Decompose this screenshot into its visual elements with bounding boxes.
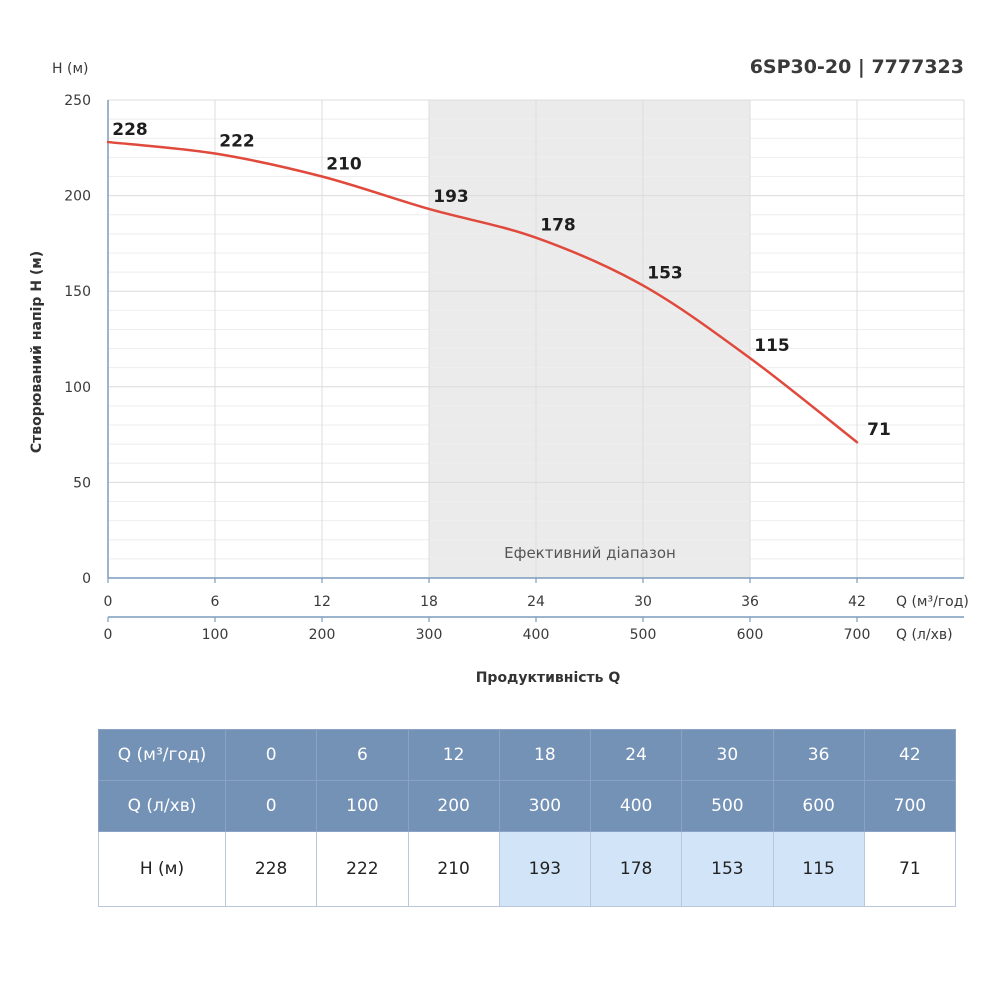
efficient-range-band (429, 100, 750, 578)
series-layer (106, 140, 859, 444)
data-label: 193 (433, 187, 469, 207)
table-row-label: H (м) (98, 831, 226, 907)
table-row: H (м) 228 222 210 193 178 153 115 71 (98, 831, 957, 907)
table-cell: 228 (224, 831, 318, 907)
x-tick-label: 6 (211, 594, 220, 610)
data-label: 153 (647, 263, 683, 283)
x-unit-primary: Q (м³/год) (896, 594, 969, 610)
table-row-label: Q (м³/год) (98, 729, 226, 781)
y-tick-label: 0 (82, 571, 91, 587)
table-cell: 6 (316, 729, 409, 781)
table-cell: 42 (863, 729, 957, 781)
data-label: 115 (754, 336, 790, 356)
x-tick-label: 30 (634, 594, 652, 610)
data-label: 71 (867, 420, 891, 440)
data-labels-layer: 228 222 210 193 178 153 115 71 (112, 120, 891, 440)
table-cell: 600 (772, 780, 865, 832)
performance-table: Q (м³/год) 0 6 12 18 24 30 36 42 Q (л/хв) 0 100 200 3… (98, 729, 957, 907)
efficient-range-layer (429, 100, 750, 578)
x-tick-label: 42 (848, 594, 866, 610)
table-cell: 36 (772, 729, 865, 781)
efficient-range-label: Ефективний діапазон (504, 544, 676, 562)
x2-tick-label: 500 (630, 627, 657, 643)
x-tick-label: 12 (313, 594, 331, 610)
x2-tick-label: 300 (416, 627, 443, 643)
data-label: 228 (112, 120, 148, 140)
x2-tick-label: 600 (737, 627, 764, 643)
grid-layer (107, 99, 965, 579)
table-cell: 400 (589, 780, 683, 832)
y-tick-label: 200 (64, 189, 91, 205)
y-tick-label: 250 (64, 93, 91, 109)
x-tick-label: 0 (104, 594, 113, 610)
table-row-label: Q (л/хв) (98, 780, 226, 832)
series-line (106, 140, 859, 444)
table-cell: 12 (407, 729, 500, 781)
data-label: 178 (540, 216, 576, 236)
table-cell: 500 (681, 780, 774, 832)
y-axis-title: Створюваний напір H (м) (29, 251, 45, 453)
x2-tick-label: 200 (309, 627, 336, 643)
x-tick-label: 18 (420, 594, 438, 610)
x2-tick-label: 700 (844, 627, 871, 643)
table-cell: 24 (589, 729, 683, 781)
table-cell: 178 (589, 831, 683, 907)
table-cell: 0 (224, 729, 318, 781)
pump-curve-chart: 0501001502002500061001220018300244003050… (29, 56, 969, 686)
table-cell: 222 (316, 831, 409, 907)
y-unit-label: H (м) (52, 61, 88, 77)
data-label: 210 (326, 154, 362, 174)
x-axis-title: Продуктивність Q (476, 670, 621, 686)
table-cell: 115 (772, 831, 865, 907)
table-cell: 0 (224, 780, 318, 832)
table-cell: 200 (407, 780, 500, 832)
x-unit-secondary: Q (л/хв) (896, 627, 953, 643)
chart-title: 6SP30-20 | 7777323 (750, 56, 964, 78)
table-row: Q (м³/год) 0 6 12 18 24 30 36 42 (98, 729, 957, 781)
axes-layer: 0501001502002500061001220018300244003050… (64, 93, 964, 643)
table-cell: 210 (407, 831, 500, 907)
y-tick-label: 100 (64, 380, 91, 396)
table-cell: 30 (681, 729, 774, 781)
table-cell: 18 (498, 729, 592, 781)
table-cell: 700 (863, 780, 957, 832)
x2-tick-label: 0 (104, 627, 113, 643)
table-cell: 153 (681, 831, 774, 907)
data-label: 222 (219, 132, 255, 152)
x2-tick-label: 400 (523, 627, 550, 643)
y-tick-label: 50 (73, 475, 91, 491)
table-cell: 300 (498, 780, 592, 832)
x-tick-label: 36 (741, 594, 759, 610)
table-cell: 100 (316, 780, 409, 832)
y-tick-label: 150 (64, 284, 91, 300)
x2-tick-label: 100 (202, 627, 229, 643)
table-cell: 193 (498, 831, 592, 907)
table-row: Q (л/хв) 0 100 200 300 400 500 600 700 (98, 780, 957, 832)
table-cell: 71 (863, 831, 957, 907)
x-tick-label: 24 (527, 594, 545, 610)
